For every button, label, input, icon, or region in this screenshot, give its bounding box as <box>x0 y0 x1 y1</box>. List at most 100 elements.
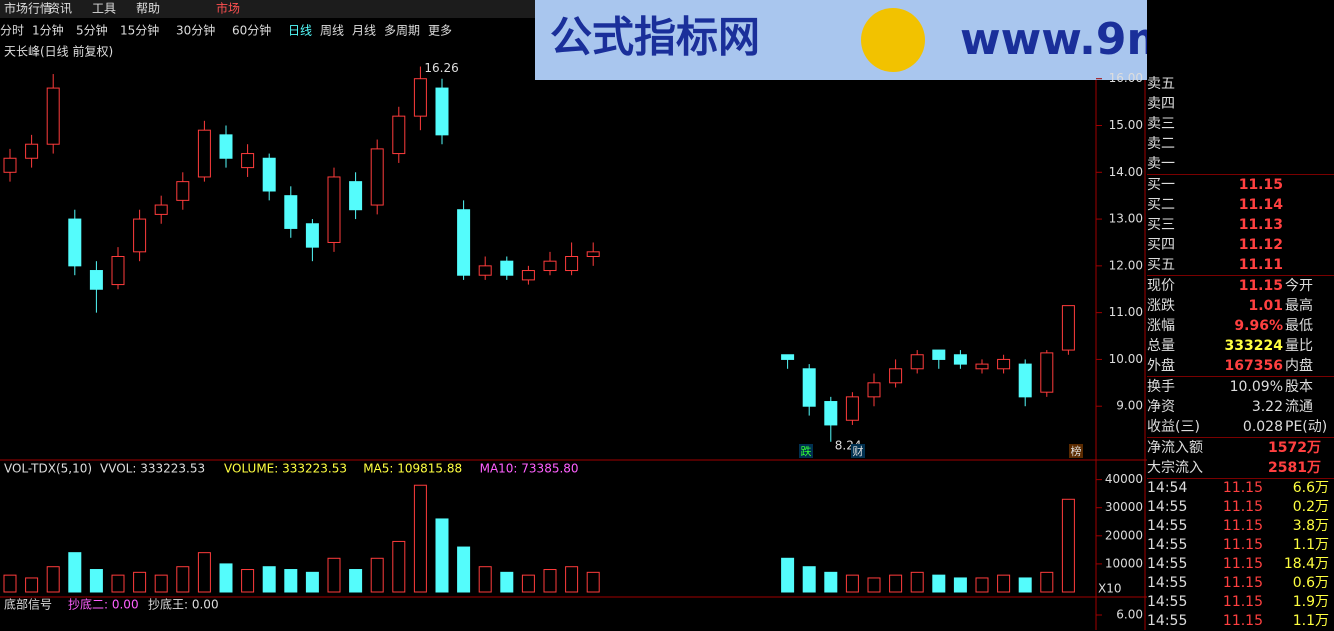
menu-item[interactable]: 市场 <box>216 1 240 16</box>
candle-body <box>133 218 147 253</box>
volume-bar <box>997 574 1011 593</box>
quote-value: 1.01 <box>1248 298 1283 314</box>
quote-label: 最低 <box>1285 318 1313 334</box>
candle-body <box>543 260 557 272</box>
quote-value: 3.22 <box>1251 399 1283 415</box>
trade-time: 14:55 <box>1147 613 1188 629</box>
candle-body <box>565 256 579 272</box>
candle-body <box>521 270 535 281</box>
trade-price: 11.15 <box>1222 480 1263 496</box>
quote-label: 净资 <box>1147 399 1175 415</box>
high-label: 16.26 <box>424 61 458 75</box>
quote-row: 涨幅 9.96% 最低 <box>1147 316 1334 336</box>
legend-entry: VOLUME: 333223.53 <box>224 462 347 476</box>
quote-label: 收益(三) <box>1147 419 1200 435</box>
banner-logo <box>861 8 925 72</box>
period-tab[interactable]: 30分钟 <box>176 23 215 38</box>
volume-bar <box>500 571 514 593</box>
sell-row: 卖一 <box>1147 154 1334 174</box>
volume-bar <box>1018 577 1032 593</box>
y-tick-label: 15.00 <box>1109 118 1143 132</box>
legend-entry: VVOL: 333223.53 <box>100 462 205 476</box>
volume-bar <box>867 577 881 593</box>
buy-label: 买五 <box>1147 257 1175 273</box>
volume-bar <box>370 557 384 593</box>
period-tab[interactable]: 更多 <box>428 24 452 38</box>
candle-body <box>219 134 233 159</box>
trade-volume: 0.2万 <box>1292 499 1329 515</box>
menu-item[interactable]: 资讯 <box>48 2 72 16</box>
trade-volume: 0.6万 <box>1292 575 1329 591</box>
buy-label: 买四 <box>1147 237 1175 253</box>
trade-time: 14:55 <box>1147 594 1188 610</box>
flow-label: 净流入额 <box>1147 440 1203 456</box>
banner-url: www.9m8.cn <box>960 14 1147 65</box>
flow-row: 净流入额 1572万 <box>1147 438 1334 458</box>
period-tab[interactable]: 多周期 <box>384 24 420 38</box>
sell-row: 卖四 <box>1147 94 1334 114</box>
event-marker: 跌 <box>801 444 812 458</box>
volume-bar <box>889 574 903 593</box>
volume-bar <box>1061 498 1075 593</box>
volume-bar <box>586 571 600 593</box>
buy-row: 买二 11.14 <box>1147 195 1334 215</box>
sell-row: 卖三 <box>1147 114 1334 134</box>
candle-body <box>975 363 989 370</box>
volume-bar <box>802 566 816 593</box>
candle-body <box>845 396 859 421</box>
buy-price: 11.14 <box>1238 197 1283 213</box>
quote-label: 现价 <box>1147 278 1175 294</box>
quote-row: 换手 10.09% 股本 <box>1147 377 1334 397</box>
menu-item[interactable]: 工具 <box>92 2 116 16</box>
trade-price: 11.15 <box>1222 518 1263 534</box>
candle-body <box>1040 352 1054 393</box>
buy-price: 11.15 <box>1238 177 1283 193</box>
y-tick-label: 6.00 <box>1116 608 1143 622</box>
quote-panel: 卖五 卖四 卖三 卖二 卖一 买一 11.15 买二 11.14 买三 11.13 买四 11.12 买五… <box>1147 74 1334 631</box>
candle-body <box>435 87 449 136</box>
period-tab[interactable]: 5分钟 <box>76 23 108 38</box>
candle-body <box>241 153 255 169</box>
quote-value: 10.09% <box>1229 379 1283 395</box>
candle-body <box>392 115 406 155</box>
volume-bar <box>824 571 838 593</box>
period-tab[interactable]: 周线 <box>320 24 344 38</box>
menu-item[interactable]: 市场行情 <box>4 1 52 16</box>
sell-label: 卖二 <box>1147 136 1175 152</box>
period-tab[interactable]: 60分钟 <box>232 23 271 38</box>
candle-body <box>197 129 211 178</box>
candle-body <box>932 349 946 360</box>
y-tick-label: 13.00 <box>1109 212 1143 226</box>
buy-row: 买三 11.13 <box>1147 215 1334 235</box>
period-tab[interactable]: 分时 <box>0 24 24 38</box>
candle-body <box>3 157 17 173</box>
period-tab[interactable]: 月线 <box>352 24 376 38</box>
panel-section: 卖五 卖四 卖三 卖二 卖一 <box>1147 74 1334 174</box>
quote-value: 9.96% <box>1234 318 1283 334</box>
period-tab[interactable]: 日线 <box>288 24 312 38</box>
sell-row: 卖二 <box>1147 134 1334 154</box>
volume-bar <box>3 574 17 593</box>
quote-label: 量比 <box>1285 338 1313 354</box>
period-tab[interactable]: 1分钟 <box>32 23 64 38</box>
flow-value: 2581万 <box>1268 460 1321 476</box>
volume-bar <box>543 569 557 593</box>
quote-label: 最高 <box>1285 298 1313 314</box>
candle-body <box>824 401 838 426</box>
quote-row: 现价 11.15 今开 <box>1147 276 1334 296</box>
period-tab[interactable]: 15分钟 <box>120 23 159 38</box>
y-tick-label: 9.00 <box>1116 399 1143 413</box>
volume-title: VOL-TDX(5,10) <box>4 462 92 476</box>
panel-section: 净流入额 1572万 大宗流入 2581万 <box>1147 437 1334 478</box>
trade-price: 11.15 <box>1222 575 1263 591</box>
trade-row: 14:55 11.15 1.1万 <box>1147 612 1334 631</box>
event-marker-box <box>1069 444 1083 458</box>
sell-label: 卖四 <box>1147 96 1175 112</box>
separator <box>1147 376 1334 377</box>
trade-price: 11.15 <box>1222 537 1263 553</box>
candle-body <box>802 368 816 407</box>
candle-body <box>1018 363 1032 398</box>
menu-item[interactable]: 帮助 <box>136 2 160 16</box>
quote-label: 涨幅 <box>1147 318 1175 334</box>
